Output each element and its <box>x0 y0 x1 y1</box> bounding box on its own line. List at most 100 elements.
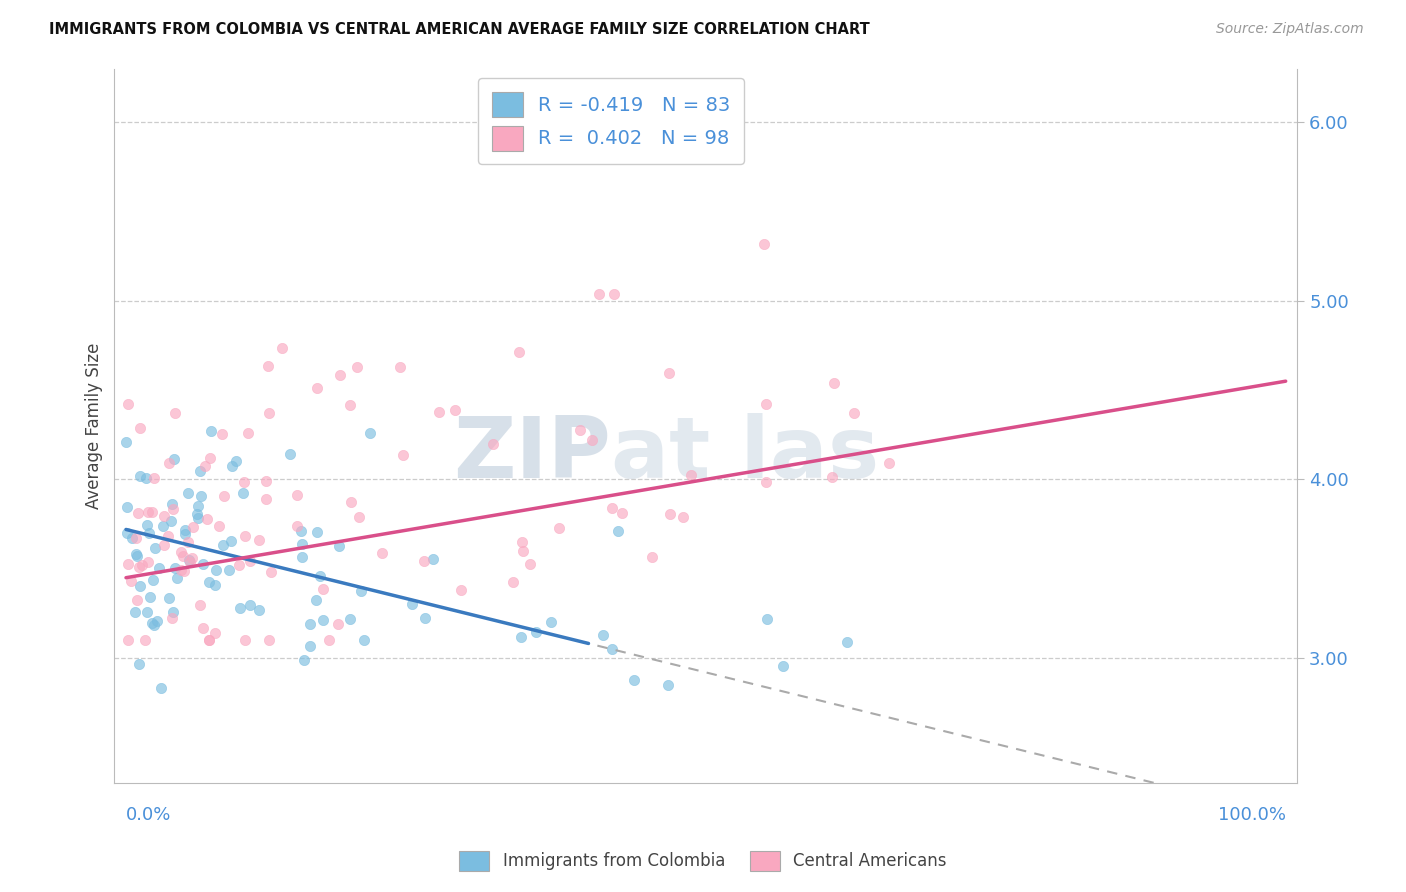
Point <box>444 403 467 417</box>
Point <box>581 433 603 447</box>
Point <box>139 590 162 604</box>
Legend: R = -0.419   N = 83, R =  0.402   N = 98: R = -0.419 N = 83, R = 0.402 N = 98 <box>478 78 744 164</box>
Point <box>166 571 188 585</box>
Point <box>623 673 645 688</box>
Point <box>181 520 204 534</box>
Point <box>152 538 174 552</box>
Point <box>190 489 212 503</box>
Point <box>232 475 254 489</box>
Point <box>187 499 209 513</box>
Point <box>173 527 195 541</box>
Point <box>188 464 211 478</box>
Text: 100.0%: 100.0% <box>1218 806 1285 824</box>
Point <box>163 452 186 467</box>
Point <box>606 524 628 538</box>
Point <box>285 519 308 533</box>
Point <box>127 506 149 520</box>
Point <box>131 558 153 572</box>
Point <box>610 506 633 520</box>
Point <box>510 630 533 644</box>
Point <box>280 447 302 461</box>
Point <box>346 359 368 374</box>
Point <box>247 533 270 547</box>
Point <box>257 633 280 648</box>
Point <box>173 564 195 578</box>
Point <box>135 518 157 533</box>
Point <box>176 486 198 500</box>
Point <box>136 605 159 619</box>
Point <box>142 573 165 587</box>
Point <box>350 583 373 598</box>
Point <box>162 497 184 511</box>
Point <box>162 502 184 516</box>
Point <box>200 424 222 438</box>
Point <box>198 633 221 648</box>
Point <box>211 426 233 441</box>
Point <box>129 579 152 593</box>
Point <box>198 575 221 590</box>
Point <box>290 524 312 538</box>
Point <box>115 500 138 515</box>
Point <box>548 521 571 535</box>
Point <box>389 360 412 375</box>
Point <box>238 425 260 440</box>
Point <box>157 456 180 470</box>
Point <box>174 523 197 537</box>
Point <box>312 613 335 627</box>
Point <box>754 475 776 489</box>
Point <box>329 368 352 382</box>
Point <box>138 526 160 541</box>
Point <box>307 381 329 395</box>
Point <box>679 467 702 482</box>
Point <box>148 561 170 575</box>
Point <box>450 582 472 597</box>
Point <box>212 538 235 552</box>
Point <box>772 659 794 673</box>
Point <box>588 287 610 301</box>
Point <box>659 507 682 521</box>
Point <box>285 488 308 502</box>
Point <box>540 615 562 629</box>
Point <box>239 598 262 612</box>
Point <box>136 554 159 568</box>
Point <box>821 470 844 484</box>
Point <box>115 434 138 449</box>
Point <box>353 633 375 648</box>
Point <box>823 376 845 391</box>
Point <box>422 551 444 566</box>
Point <box>212 489 235 503</box>
Point <box>128 657 150 672</box>
Point <box>129 421 152 435</box>
Point <box>200 450 222 465</box>
Point <box>193 621 215 635</box>
Point <box>502 574 524 589</box>
Text: 0.0%: 0.0% <box>127 806 172 824</box>
Point <box>512 544 534 558</box>
Point <box>371 546 394 560</box>
Point <box>204 578 226 592</box>
Point <box>129 468 152 483</box>
Point <box>136 505 159 519</box>
Point <box>359 425 381 440</box>
Point <box>179 553 201 567</box>
Point <box>657 677 679 691</box>
Point <box>157 591 180 605</box>
Point <box>392 448 415 462</box>
Point <box>152 519 174 533</box>
Text: at las: at las <box>612 413 880 496</box>
Point <box>141 505 163 519</box>
Point <box>218 563 240 577</box>
Point <box>427 405 450 419</box>
Point <box>117 526 139 541</box>
Point <box>259 565 281 579</box>
Point <box>163 406 186 420</box>
Point <box>117 397 139 411</box>
Point <box>228 558 250 572</box>
Point <box>160 611 183 625</box>
Point <box>481 437 503 451</box>
Point <box>221 458 243 473</box>
Point <box>219 534 242 549</box>
Point <box>229 601 252 615</box>
Point <box>756 611 779 625</box>
Point <box>311 582 333 596</box>
